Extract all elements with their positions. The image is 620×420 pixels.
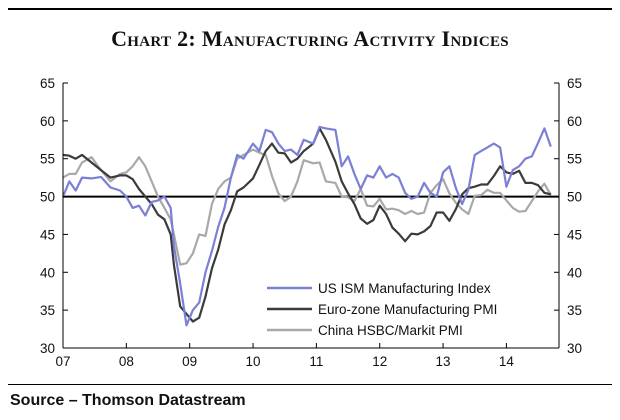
y-tick-label-left-30: 30 — [40, 341, 55, 356]
y-tick-label-left-55: 55 — [40, 152, 55, 167]
series-line-2 — [62, 148, 552, 266]
x-tick-label-13: 13 — [436, 354, 451, 369]
y-tick-label-right-35: 35 — [567, 303, 582, 318]
y-tick-label-left-60: 60 — [40, 114, 55, 129]
x-tick-label-14: 14 — [499, 354, 515, 369]
bottom-rule — [8, 384, 612, 385]
y-tick-label-right-30: 30 — [567, 341, 582, 356]
series-line-0 — [61, 125, 552, 327]
top-rule — [8, 8, 612, 10]
y-tick-label-right-40: 40 — [567, 265, 582, 280]
y-tick-label-left-40: 40 — [40, 265, 55, 280]
y-tick-label-left-65: 65 — [40, 76, 55, 91]
y-tick-label-left-45: 45 — [40, 227, 55, 242]
x-tick-label-10: 10 — [246, 354, 261, 369]
x-tick-label-12: 12 — [372, 354, 387, 369]
legend-label-1: Euro-zone Manufacturing PMI — [318, 302, 497, 317]
x-tick-label-11: 11 — [309, 354, 323, 369]
x-tick-label-07: 07 — [55, 354, 70, 369]
y-tick-label-left-35: 35 — [40, 303, 55, 318]
x-tick-label-09: 09 — [182, 354, 197, 369]
legend-label-0: US ISM Manufacturing Index — [318, 281, 491, 296]
y-tick-label-right-65: 65 — [567, 76, 582, 91]
x-tick-label-08: 08 — [119, 354, 134, 369]
y-tick-label-right-50: 50 — [567, 190, 582, 205]
y-tick-label-left-50: 50 — [40, 190, 55, 205]
y-tick-label-right-45: 45 — [567, 227, 582, 242]
y-tick-label-right-55: 55 — [567, 152, 582, 167]
source-note: Source – Thomson Datastream — [10, 392, 246, 409]
legend-label-2: China HSBC/Markit PMI — [318, 323, 463, 338]
chart-title: Chart 2: Manufacturing Activity Indices — [111, 26, 509, 51]
y-tick-label-right-60: 60 — [567, 114, 582, 129]
